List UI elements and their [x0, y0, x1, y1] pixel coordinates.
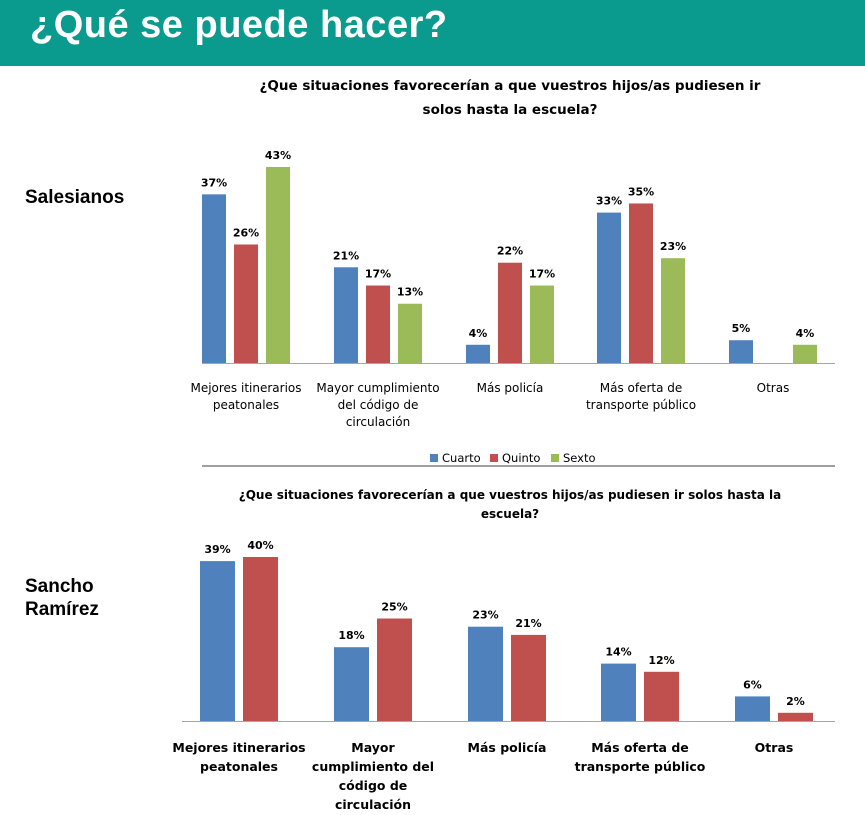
- chart2-category-label-2-line3: código de: [339, 778, 408, 793]
- chart1-value-label-4-3: 23%: [660, 240, 686, 253]
- chart2-value-label-4-2: 12%: [648, 654, 674, 667]
- chart2-value-label-4-1: 14%: [605, 646, 631, 659]
- chart2-title-line2: escuela?: [480, 507, 540, 521]
- chart1-bar-4-3: [661, 258, 685, 363]
- chart1-category-label-5-line1: Otras: [757, 381, 790, 395]
- chart2-category-label-4-line1: Más oferta de: [591, 740, 689, 755]
- chart2-bar-2-1: [334, 647, 369, 721]
- chart1-bar-2-2: [366, 285, 390, 363]
- chart1-category-label-1-line2: peatonales: [213, 398, 279, 412]
- chart1-bar-1-1: [202, 194, 226, 363]
- chart1-category-label-4-line1: Más oferta de: [600, 381, 683, 395]
- chart2-category-label-3-line1: Más policía: [468, 740, 547, 755]
- chart2-value-label-1-1: 39%: [204, 543, 230, 556]
- chart1-value-label-1-2: 26%: [233, 226, 259, 239]
- chart2-value-label-5-2: 2%: [786, 695, 805, 708]
- chart1-value-label-3-3: 17%: [529, 268, 555, 281]
- chart1-bar-4-1: [597, 212, 621, 363]
- chart1-category-label-2-line3: circulación: [346, 415, 410, 429]
- chart1-value-label-2-2: 17%: [365, 268, 391, 281]
- chart1-value-label-5-1: 5%: [732, 322, 751, 335]
- chart1-bar-3-3: [530, 285, 554, 363]
- chart1-bar-2-3: [398, 303, 422, 363]
- chart2-category-label-1-line1: Mejores itinerarios: [172, 740, 305, 755]
- chart2-category-label-2-line2: cumplimiento del: [312, 759, 434, 774]
- chart2-value-label-3-2: 21%: [515, 617, 541, 630]
- chart2-bar-3-2: [511, 634, 546, 721]
- legend-label-sexto: Sexto: [563, 451, 596, 465]
- chart2-bar-5-1: [735, 696, 770, 721]
- chart2-bar-2-2: [377, 618, 412, 721]
- group-label-sancho-line1: Sancho: [25, 576, 94, 597]
- chart1-value-label-1-3: 43%: [265, 149, 291, 162]
- chart1-bar-1-3: [266, 167, 290, 363]
- legend-swatch-cuarto: [430, 453, 438, 462]
- legend-swatch-quinto: [490, 453, 498, 462]
- chart1-bar-5-3: [793, 344, 817, 363]
- chart1-category-label-2-line1: Mayor cumplimiento: [316, 381, 439, 395]
- group-label-sancho: Sancho Ramírez: [25, 575, 99, 621]
- chart1-value-label-5-3: 4%: [796, 327, 815, 340]
- chart2-value-label-1-2: 40%: [247, 539, 273, 552]
- chart2-category-label-2-line1: Mayor: [351, 740, 395, 755]
- chart2-category-label-5-line1: Otras: [755, 740, 794, 755]
- chart2-title: ¿Que situaciones favorecerían a que vues…: [200, 486, 820, 524]
- chart1-category-label-2-line2: del código de: [338, 398, 419, 412]
- legend-item-cuarto: Cuarto: [430, 451, 481, 465]
- chart1-category-label-3-line1: Más policía: [477, 381, 544, 395]
- header-banner: ¿Qué se puede hacer?: [0, 0, 865, 66]
- chart2-value-label-3-1: 23%: [472, 609, 498, 622]
- legend-label-cuarto: Cuarto: [442, 451, 481, 465]
- chart1-value-label-2-1: 21%: [333, 249, 359, 262]
- chart1-title-line2: solos hasta la escuela?: [422, 102, 598, 118]
- chart1-bar-2-1: [334, 267, 358, 363]
- chart2-value-label-5-1: 6%: [743, 678, 762, 691]
- chart1-bar-3-1: [466, 344, 490, 363]
- chart2-category-label-4-line2: transporte público: [575, 759, 706, 774]
- chart2-bar-4-2: [644, 671, 679, 721]
- chart1-value-label-3-1: 4%: [469, 327, 488, 340]
- legend-item-quinto: Quinto: [490, 451, 540, 465]
- chart1-bar-1-2: [234, 244, 258, 363]
- chart1-value-label-3-2: 22%: [497, 245, 523, 258]
- group-label-sancho-line2: Ramírez: [25, 599, 99, 620]
- chart1-category-label-1-line1: Mejores itinerarios: [190, 381, 301, 395]
- chart2-bar-4-1: [601, 663, 636, 721]
- group-label-salesianos-text: Salesianos: [25, 187, 125, 208]
- chart2-bar-3-1: [468, 626, 503, 721]
- page-title: ¿Qué se puede hacer?: [30, 4, 448, 46]
- chart2-bar-5-2: [778, 712, 813, 721]
- chart1-value-label-4-2: 35%: [628, 185, 654, 198]
- chart1-bar-5-1: [729, 340, 753, 363]
- legend-item-sexto: Sexto: [551, 451, 596, 465]
- chart2-category-label-2-line4: circulación: [335, 797, 411, 812]
- chart2-bar-1-1: [200, 561, 235, 721]
- chart2-title-line1: ¿Que situaciones favorecerían a que vues…: [238, 488, 782, 502]
- chart1-category-label-4-line2: transporte público: [586, 398, 696, 412]
- group-label-salesianos: Salesianos: [25, 186, 124, 209]
- legend-label-quinto: Quinto: [502, 451, 541, 465]
- chart1-title: ¿Que situaciones favorecerían a que vues…: [200, 74, 820, 122]
- chart2-value-label-2-1: 18%: [338, 629, 364, 642]
- chart1-bar-4-2: [629, 203, 653, 363]
- chart2-value-label-2-2: 25%: [381, 601, 407, 614]
- legend-swatch-sexto: [551, 453, 559, 462]
- chart1-value-label-1-1: 37%: [201, 176, 227, 189]
- chart1-value-label-2-3: 13%: [397, 286, 423, 299]
- chart1-title-line1: ¿Que situaciones favorecerían a que vues…: [259, 78, 761, 94]
- chart2-bar-1-2: [243, 557, 278, 721]
- chart1-value-label-4-1: 33%: [596, 195, 622, 208]
- chart1-bar-3-2: [498, 262, 522, 363]
- chart2-category-label-1-line2: peatonales: [200, 759, 278, 774]
